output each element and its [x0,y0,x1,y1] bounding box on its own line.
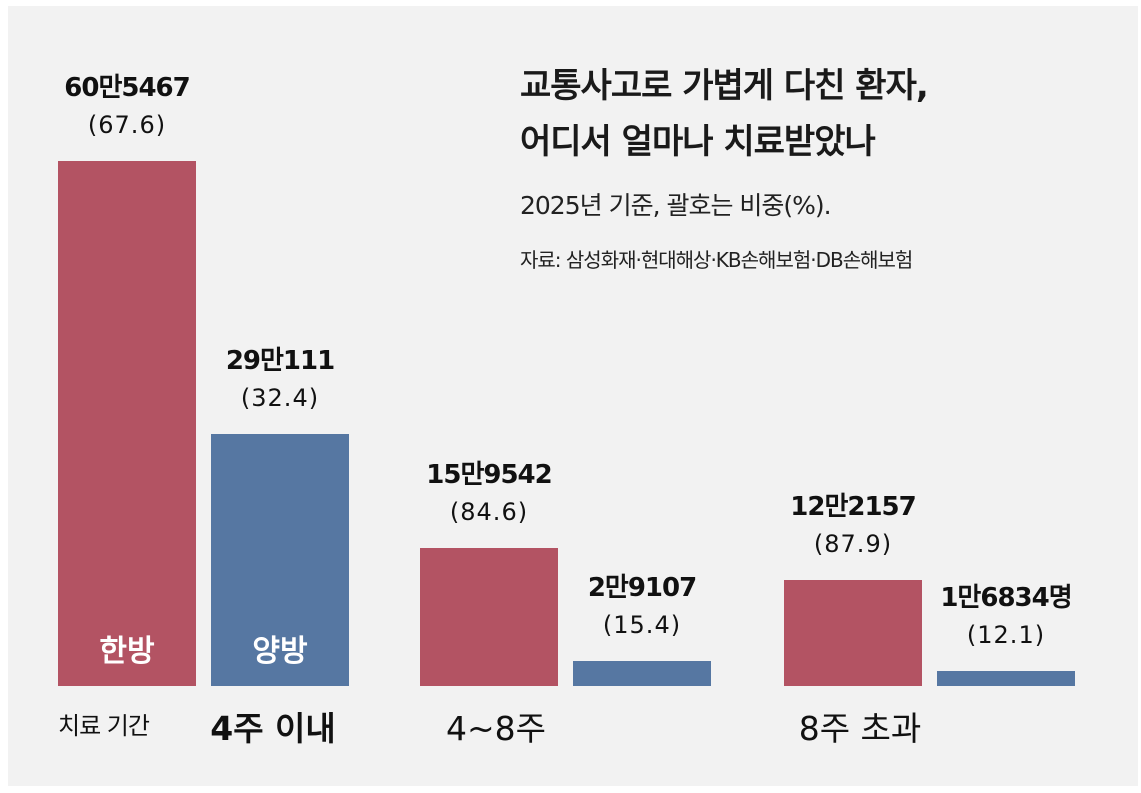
percent-label-korean-medicine-within-4-weeks: (67.6) [87,111,167,139]
value-label-korean-medicine-over-8-weeks: 12만2157 [790,492,916,523]
value-label-korean-medicine-4-to-8-weeks: 15만9542 [426,459,552,490]
chart-title-line1: 교통사고로 가볍게 다친 환자, [520,66,929,106]
chart-title: 교통사고로 가볍게 다친 환자, 어디서 얼마나 치료받았나 [520,58,1120,170]
percent-label-western-medicine-4-to-8-weeks: (15.4) [602,610,682,639]
value-label-western-medicine-4-to-8-weeks: 2만9107 [587,572,697,603]
legend-western-medicine: 양방 [252,634,308,669]
value-label-western-medicine-over-8-weeks: 1만6834명 [940,583,1072,614]
percent-label-korean-medicine-over-8-weeks: (87.9) [813,530,893,559]
category-label-over-8-weeks: 8주 초과 [798,709,922,748]
chart-canvas: 교통사고로 가볍게 다친 환자, 어디서 얼마나 치료받았나 2025년 기준,… [8,6,1138,786]
x-axis-label: 치료 기간 [58,712,150,740]
bar-korean-medicine-within-4-weeks [58,161,196,686]
chart-subtitle: 2025년 기준, 괄호는 비중(%). [520,191,832,220]
value-label-korean-medicine-within-4-weeks: 60만5467 [64,73,190,103]
bar-korean-medicine-4-to-8-weeks [420,547,558,686]
chart-source: 자료: 삼성화재·현대해상·KB손해보험·DB손해보험 [520,248,913,272]
percent-label-korean-medicine-4-to-8-weeks: (84.6) [449,497,529,526]
bar-korean-medicine-over-8-weeks [784,580,922,686]
bar-western-medicine-4-to-8-weeks [573,660,711,686]
category-label-within-4-weeks: 4주 이내 [210,709,336,748]
category-label-4-to-8-weeks: 4~8주 [445,709,546,748]
value-label-western-medicine-within-4-weeks: 29만111 [225,346,335,377]
legend-korean-medicine: 한방 [99,634,155,669]
percent-label-western-medicine-over-8-weeks: (12.1) [966,621,1046,650]
bar-western-medicine-over-8-weeks [937,671,1075,686]
chart-title-line2: 어디서 얼마나 치료받았나 [520,122,876,162]
bar-western-medicine-within-4-weeks [211,434,349,686]
percent-label-western-medicine-within-4-weeks: (32.4) [240,384,320,413]
